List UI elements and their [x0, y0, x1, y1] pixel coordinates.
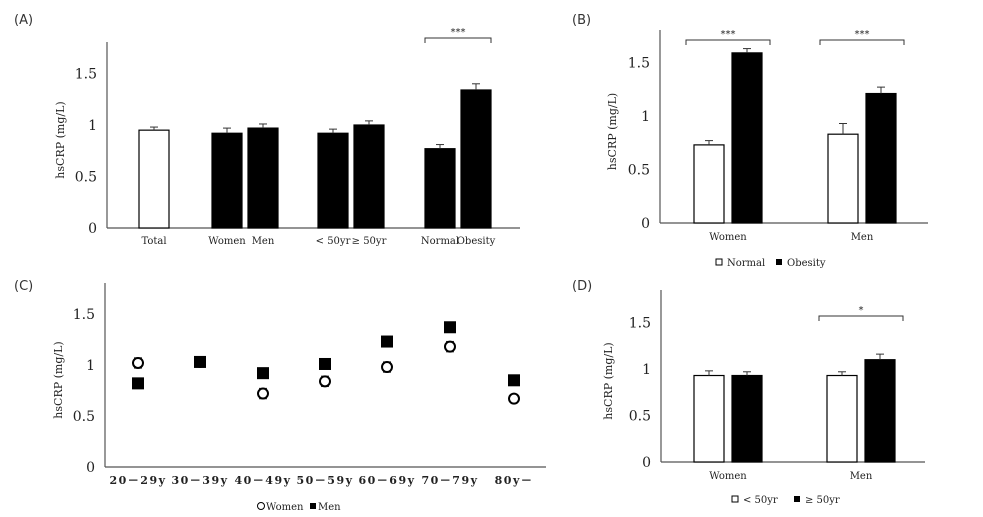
- data-point-women: [132, 356, 144, 369]
- legend-marker-open-square: [731, 495, 739, 503]
- data-point-men: [132, 377, 144, 390]
- panel-C: (C) 0 0.5 1 1.5 hsCRP (mg/L) 20－29y 30－39y 40－49…: [14, 279, 546, 513]
- panel-label-D: (D): [572, 279, 592, 294]
- x-category-label: ≥ 50yr: [352, 236, 387, 247]
- data-point-men: [194, 355, 206, 368]
- y-tick-label: 0: [641, 216, 650, 232]
- bar: [864, 359, 896, 463]
- panel-D: (D) 0 0.5 1 1.5 hsCRP (mg/L) Women Men * < 50yr ≥ …: [572, 279, 925, 506]
- y-axis-title: hsCRP (mg/L): [54, 101, 67, 178]
- significance-bracket: [685, 39, 771, 45]
- x-category-label: Normal: [421, 236, 459, 247]
- legend-marker-filled-square: [776, 259, 782, 265]
- bar: [731, 374, 763, 463]
- data-point-women: [381, 361, 393, 374]
- bar: [424, 148, 456, 229]
- data-point-men: [319, 357, 331, 370]
- x-category-label: 40－49y: [234, 474, 291, 487]
- y-axis-title: hsCRP (mg/L): [606, 93, 619, 170]
- legend-label: Obesity: [787, 258, 826, 269]
- legend-label: Men: [318, 502, 341, 513]
- y-tick-label: 0: [642, 455, 651, 471]
- legend-marker-open-square: [715, 258, 723, 266]
- bar: [865, 92, 897, 224]
- bar: [693, 374, 725, 463]
- panel-label-A: (A): [14, 13, 33, 28]
- data-point-women: [508, 392, 520, 405]
- y-tick-label: 1: [86, 358, 95, 374]
- x-category-label: Women: [709, 471, 747, 482]
- bar: [211, 132, 243, 229]
- significance-bracket: [819, 39, 905, 45]
- legend-marker-open-circle: [257, 502, 265, 510]
- x-category-label: 80y－: [495, 474, 534, 487]
- x-category-label: 20－29y: [109, 474, 166, 487]
- y-axis-title: hsCRP (mg/L): [52, 341, 65, 418]
- bar: [317, 132, 349, 229]
- data-point-women: [257, 387, 269, 400]
- y-tick-label: 0.5: [628, 163, 650, 179]
- legend-label: Normal: [727, 258, 765, 269]
- data-point-men: [257, 367, 269, 380]
- significance-label: ***: [721, 29, 736, 40]
- significance-bracket: [424, 37, 492, 43]
- x-category-label: Women: [709, 232, 747, 243]
- x-category-label: < 50yr: [316, 236, 351, 247]
- x-category-label: Total: [141, 236, 166, 247]
- y-tick-label: 1.5: [75, 67, 97, 83]
- x-category-label: Men: [252, 236, 275, 247]
- x-category-label: 60－69y: [358, 474, 415, 487]
- y-tick-label: 0.5: [75, 170, 97, 186]
- significance-bracket: [818, 315, 904, 321]
- x-category-label: 50－59y: [296, 474, 353, 487]
- legend-marker-filled-square: [794, 496, 800, 502]
- y-tick-label: 1: [88, 118, 97, 134]
- x-category-label: Men: [850, 471, 873, 482]
- data-point-men: [508, 374, 520, 387]
- significance-label: ***: [451, 27, 466, 38]
- x-category-label: 30－39y: [171, 474, 228, 487]
- y-tick-label: 0: [88, 221, 97, 237]
- legend-label: ≥ 50yr: [805, 495, 840, 506]
- bar: [731, 52, 763, 224]
- panel-label-B: (B): [572, 13, 591, 28]
- y-tick-label: 0.5: [629, 409, 651, 425]
- bar: [247, 127, 279, 229]
- bar: [693, 144, 725, 224]
- data-point-men: [381, 335, 393, 348]
- legend-label: < 50yr: [743, 495, 778, 506]
- legend-marker-filled-square: [310, 503, 316, 509]
- x-category-label: Women: [208, 236, 246, 247]
- x-category-label: Obesity: [457, 236, 496, 247]
- bar: [353, 124, 385, 229]
- y-tick-label: 0: [86, 460, 95, 476]
- panel-B: (B) 0 0.5 1 1.5 hsCRP (mg/L) Women *** Men *** Nor…: [572, 13, 928, 269]
- data-point-women: [444, 340, 456, 353]
- bar: [826, 374, 858, 463]
- y-axis-title: hsCRP (mg/L): [602, 342, 615, 419]
- data-point-men: [444, 321, 456, 334]
- x-category-label: Men: [851, 232, 874, 243]
- y-tick-label: 1.5: [629, 316, 651, 332]
- significance-label: ***: [855, 29, 870, 40]
- y-tick-label: 1.5: [73, 307, 95, 323]
- y-tick-label: 0.5: [73, 409, 95, 425]
- bar: [827, 133, 859, 224]
- y-tick-label: 1: [641, 109, 650, 125]
- legend-label: Women: [266, 502, 304, 513]
- y-tick-label: 1.5: [628, 56, 650, 72]
- bar: [460, 89, 492, 229]
- bar: [138, 129, 170, 229]
- y-tick-label: 1: [642, 362, 651, 378]
- significance-label: *: [859, 305, 864, 316]
- x-category-label: 70－79y: [421, 474, 478, 487]
- panel-label-C: (C): [14, 279, 33, 294]
- data-point-women: [319, 375, 331, 388]
- panel-A: (A) 0 0.5 1 1.5 hsCRP (mg/L) Total Women Men < 50…: [14, 13, 520, 247]
